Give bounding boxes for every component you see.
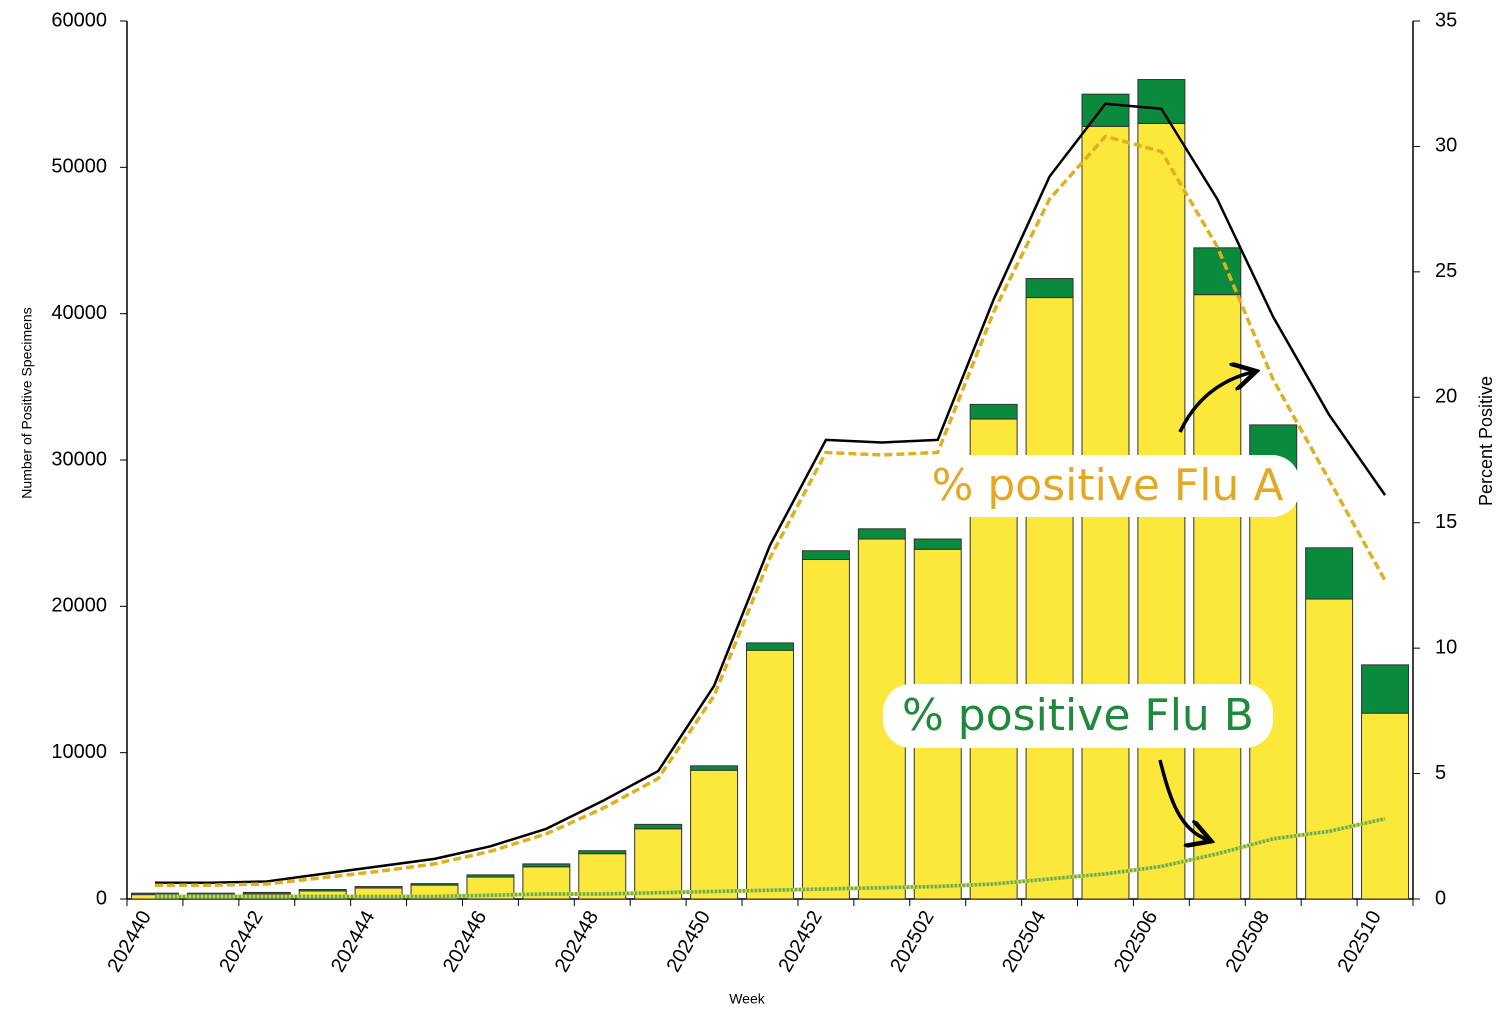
- y-tick-label: 30000: [51, 448, 107, 470]
- bar-segment: [1025, 297, 1074, 900]
- y2-tick-label: 10: [1435, 636, 1457, 658]
- annotation-text: % positive Flu B: [902, 690, 1254, 741]
- bar-segment: [578, 853, 627, 900]
- bar-segment: [1193, 294, 1242, 900]
- bar-segment: [1081, 93, 1130, 127]
- y-tick-label: 20000: [51, 595, 107, 617]
- bar-segment: [690, 769, 739, 900]
- x-tick-label: 202446: [439, 907, 491, 976]
- y2-tick-label: 30: [1435, 135, 1457, 157]
- x-tick-label: 202502: [886, 907, 938, 976]
- x-tick-label: 202510: [1334, 907, 1386, 976]
- bar-segment: [186, 892, 235, 896]
- series-line: [154, 102, 1387, 884]
- y-tick-label: 60000: [51, 9, 107, 31]
- bar-segment: [354, 886, 403, 889]
- bar-segment: [1025, 278, 1074, 299]
- bar-segment: [242, 891, 291, 895]
- bar-segment: [746, 642, 794, 651]
- y2-tick-label: 25: [1435, 260, 1457, 282]
- bar-segment: [969, 403, 1018, 420]
- bar-segment: [857, 538, 906, 900]
- y2-axis-title: Percent Positive: [1476, 376, 1496, 506]
- bar-segment: [746, 649, 794, 900]
- y2-tick-label: 35: [1435, 9, 1457, 31]
- bar-segment: [690, 765, 739, 771]
- annotation-box: [883, 684, 1273, 748]
- bar-segment: [634, 823, 683, 830]
- bar-segment: [801, 550, 850, 561]
- y-tick-label: 40000: [51, 302, 107, 324]
- x-tick-label: 202450: [663, 907, 715, 976]
- arrow: [1158, 759, 1208, 840]
- bar-segment: [130, 892, 179, 896]
- x-tick-label: 202442: [215, 907, 267, 976]
- bar-segment: [857, 528, 906, 540]
- y2-tick-label: 0: [1435, 887, 1446, 909]
- bar-segment: [1361, 712, 1410, 900]
- y-tick-label: 10000: [51, 741, 107, 763]
- bar-segment: [298, 888, 347, 892]
- y2-tick-label: 15: [1435, 511, 1457, 533]
- x-tick-label: 202452: [774, 907, 826, 976]
- arrow: [1178, 372, 1253, 433]
- bar-segment: [578, 850, 627, 855]
- x-tick-label: 202448: [551, 907, 603, 976]
- y-tick-label: 0: [96, 887, 107, 909]
- x-tick-label: 202506: [1110, 907, 1162, 976]
- bar-segment: [801, 559, 850, 900]
- annotation-box: [915, 455, 1300, 517]
- bar-segment: [466, 874, 515, 878]
- bar-segment: [1137, 79, 1186, 124]
- bar-segment: [1305, 598, 1354, 900]
- x-tick-label: 202508: [1222, 907, 1274, 976]
- series-line: [154, 134, 1387, 887]
- bar-segment: [1305, 547, 1354, 600]
- x-tick-label: 202504: [998, 907, 1050, 976]
- bar-segment: [522, 863, 571, 868]
- series-line: [154, 817, 1386, 899]
- bar-segment: [1361, 664, 1410, 714]
- y2-tick-label: 20: [1435, 386, 1457, 408]
- annotation-text: % positive Flu A: [932, 460, 1284, 511]
- y-axis-title: Number of Positive Specimens: [19, 307, 35, 498]
- bar-segment: [913, 538, 962, 550]
- x-tick-label: 202444: [327, 907, 379, 976]
- x-axis-title: Week: [729, 991, 766, 1007]
- bar-segment: [634, 828, 683, 900]
- y-tick-label: 50000: [51, 156, 107, 178]
- x-tick-label: 202440: [103, 907, 155, 976]
- bar-segment: [410, 883, 459, 886]
- y2-tick-label: 5: [1435, 762, 1446, 784]
